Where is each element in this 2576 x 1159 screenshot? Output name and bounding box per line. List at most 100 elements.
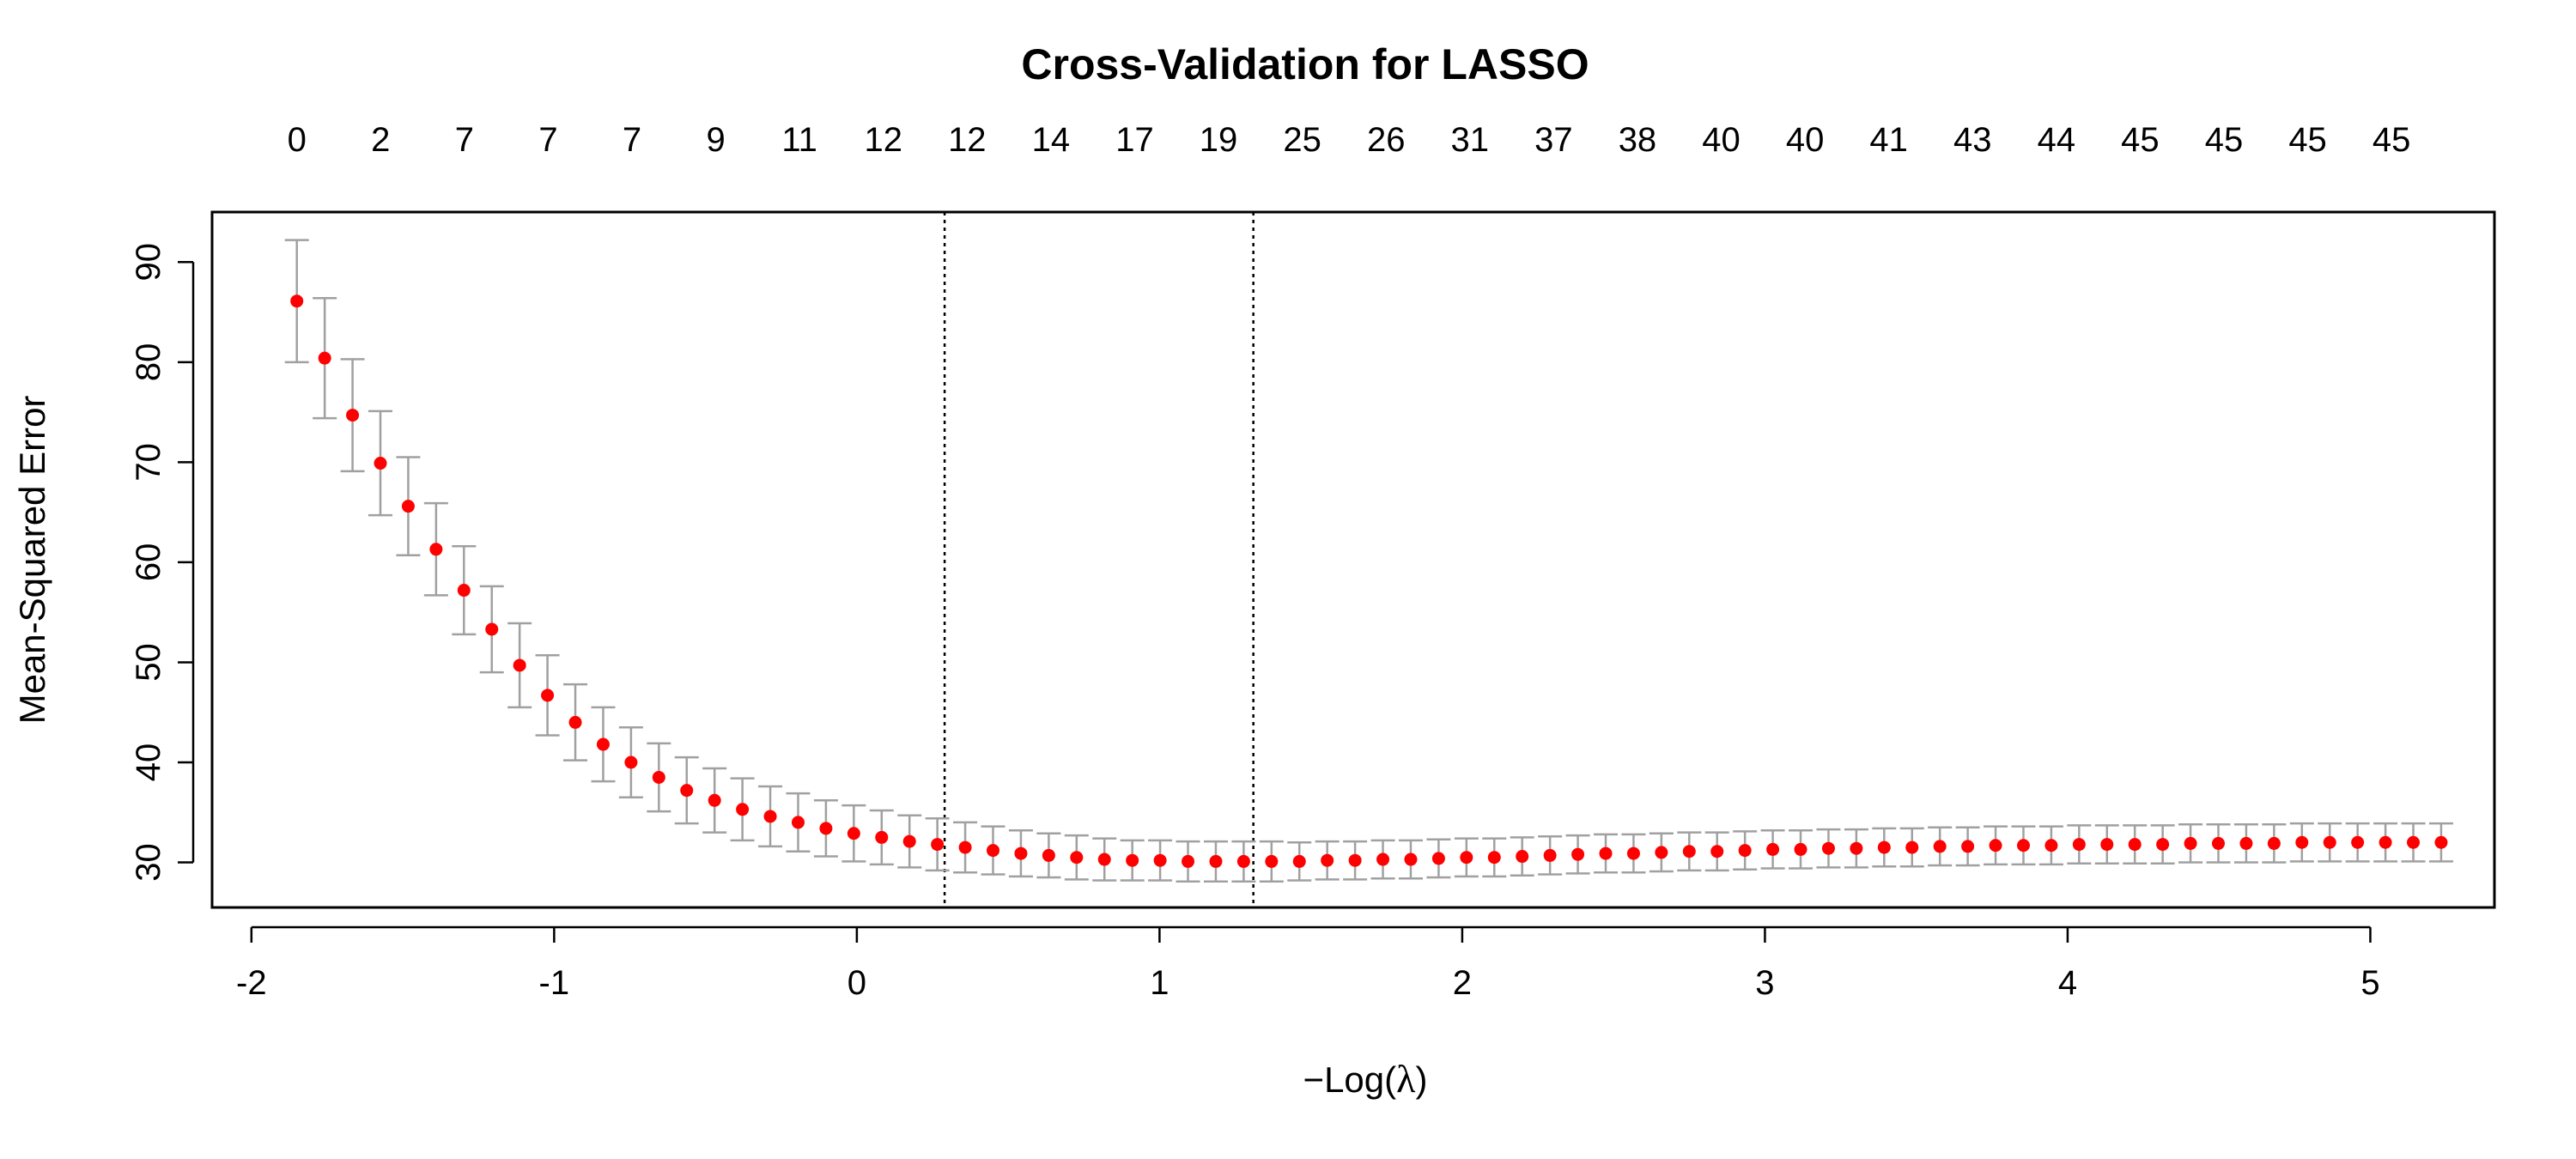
mse-point [1905,840,1919,854]
mse-point [346,409,360,422]
mse-point [1599,846,1613,860]
mse-point [374,457,387,470]
mse-point [457,584,471,598]
mse-point [652,770,665,784]
mse-point [2407,835,2421,849]
mse-point [1292,854,1306,868]
mse-point [513,658,526,672]
mse-point [1738,844,1752,858]
mse-point [1321,853,1334,867]
top-axis-label: 44 [2038,121,2076,159]
mse-point [902,834,916,848]
top-axis-label: 12 [948,121,987,159]
x-tick-label: -2 [236,964,267,1002]
mse-point [791,816,805,829]
top-axis-label: 0 [288,121,307,159]
top-axis-label: 2 [371,121,390,159]
y-tick-label: 30 [130,843,167,882]
mse-point [1989,839,2002,853]
top-axis-label: 45 [2372,121,2411,159]
y-tick-label: 80 [130,343,167,382]
mse-point [568,715,582,729]
mse-point [1516,850,1529,864]
top-axis-label: 41 [1869,121,1908,159]
x-tick-label: 0 [848,964,866,1002]
y-axis-label: Mean-Squared Error [12,396,52,725]
x-tick-label: 2 [1453,964,1472,1002]
mse-point [1265,854,1279,868]
top-axis-label: 19 [1200,121,1238,159]
mse-point [1571,847,1585,861]
mse-point [1933,840,1947,853]
mse-point [1042,848,1055,862]
top-axis-nonzero-counts: 0 2 7 7 7 9 11 12 12 14 17 19 25 26 31 37 38 40 40 41 43 44 45… [288,121,2411,159]
mse-point [1182,854,1195,868]
mse-point [1376,853,1390,866]
mse-point [1850,841,1863,855]
mse-point [847,827,860,840]
y-tick-label: 90 [130,243,167,282]
x-tick-label: 4 [2058,964,2077,1002]
top-axis-label: 7 [623,121,641,159]
mse-point [2267,836,2281,850]
x-axis: -2 -1 0 1 2 3 4 5 [236,925,2380,1002]
mse-point [1348,853,1362,867]
mse-point [1153,853,1167,867]
top-axis-label: 17 [1115,121,1154,159]
y-tick-label: 40 [130,743,167,782]
top-axis-label: 40 [1702,121,1741,159]
mse-point [2100,838,2114,852]
top-axis-label: 37 [1534,121,1573,159]
x-axis-label: −Log(λ) [1303,1057,1428,1101]
mse-point [2323,835,2336,849]
chart-title: Cross-Validation for LASSO [1021,40,1589,88]
x-tick-label: 3 [1755,964,1774,1002]
mse-point [819,822,833,835]
reference-lines [943,212,1255,907]
mse-point [1460,851,1473,865]
mse-point [2212,836,2226,850]
error-bars [284,239,2453,883]
mse-point [1821,841,1835,855]
mse-point [1961,840,1975,853]
x-tick-label: 1 [1150,964,1169,1002]
mse-point [1126,853,1139,867]
mse-point [680,784,694,798]
mse-point [2295,835,2309,849]
mse-point [1097,853,1111,866]
mse-point [1209,854,1223,868]
top-axis-label: 7 [455,121,474,159]
x-tick-label: -1 [539,964,570,1002]
mse-point [1431,852,1445,865]
mse-point [875,830,889,844]
top-axis-label: 26 [1367,121,1406,159]
mse-point [2239,836,2253,850]
top-axis-label: 31 [1451,121,1490,159]
mse-point [2184,836,2197,850]
mse-point [596,737,610,751]
top-axis-label: 38 [1619,121,1657,159]
mse-point [931,838,945,852]
top-axis-label: 9 [706,121,725,159]
top-axis-label: 25 [1283,121,1321,159]
mse-point [485,622,499,636]
top-axis-label: 40 [1786,121,1825,159]
mse-point [1236,854,1250,868]
mse-point [541,689,555,702]
mse-point [1487,851,1501,865]
mse-point [1682,845,1696,859]
top-axis-label: 12 [864,121,902,159]
mse-point [290,294,304,308]
mse-point [1626,846,1640,860]
mse-point [1404,853,1418,866]
mse-point [2434,835,2448,849]
top-axis-label: 14 [1032,121,1071,159]
plot-frame [210,210,2496,909]
mse-point [2156,838,2170,852]
y-tick-label: 60 [130,543,167,582]
mse-point [2128,838,2142,852]
mse-point [987,844,1000,858]
mse-point [1543,848,1557,862]
top-axis-label: 45 [2205,121,2244,159]
